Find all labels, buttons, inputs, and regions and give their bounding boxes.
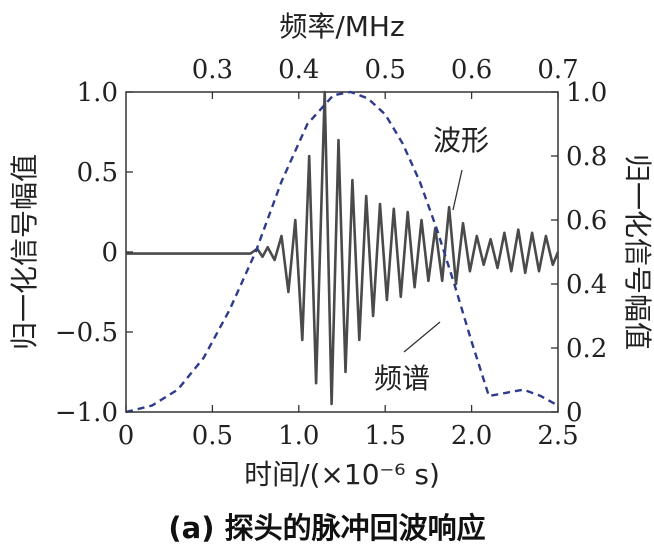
figure-caption: (a) 探头的脉冲回波响应 [168, 511, 485, 545]
right-y-tick-label: 0.2 [566, 334, 607, 364]
left-y-tick-label: 0 [101, 238, 118, 268]
left-y-tick-label: −0.5 [55, 318, 118, 348]
spectrum-annotation: 频谱 [374, 362, 430, 395]
right-y-tick-label: 0.4 [566, 270, 607, 300]
spectrum-series-line [125, 90, 559, 414]
bottom-x-tick-label: 2.5 [537, 421, 578, 451]
spectrum-annotation-leader [403, 321, 441, 353]
series-layer [125, 90, 560, 414]
right-y-tick-label: 0.6 [566, 206, 607, 236]
ticks-layer: 0 0.5 1.0 1.5 2.0 2.50.3 0.4 0.5 0.6 0.71.00.50−0… [55, 55, 608, 451]
left-y-tick-label: 1.0 [77, 78, 118, 108]
bottom-x-tick-label: 0 [118, 421, 135, 451]
bottom-axis-title: 时间/(×10⁻⁶ s) [244, 458, 440, 491]
bottom-x-tick-label: 1.0 [278, 421, 319, 451]
top-x-tick-label: 0.4 [278, 55, 319, 85]
wave-annotation: 波形 [433, 124, 489, 157]
bottom-x-tick-label: 1.5 [365, 421, 406, 451]
top-axis-title: 频率/MHz [279, 10, 404, 43]
top-x-tick-label: 0.7 [537, 55, 578, 85]
left-axis-title: 归一化信号幅值 [8, 154, 41, 350]
left-y-tick-label: −1.0 [55, 398, 118, 428]
wave-annotation-leader [452, 169, 463, 211]
bottom-x-tick-label: 2.0 [451, 421, 492, 451]
bottom-x-tick-label: 0.5 [192, 421, 233, 451]
waveform-series-line [126, 90, 560, 406]
top-x-tick-label: 0.3 [192, 55, 233, 85]
top-x-tick-label: 0.5 [365, 55, 406, 85]
right-y-tick-label: 0 [566, 398, 583, 428]
right-axis-title: 归一化信号幅值 [621, 154, 654, 350]
top-x-tick-label: 0.6 [451, 55, 492, 85]
right-y-tick-label: 1.0 [566, 78, 607, 108]
right-y-tick-label: 0.8 [566, 142, 607, 172]
left-y-tick-label: 0.5 [77, 158, 118, 188]
